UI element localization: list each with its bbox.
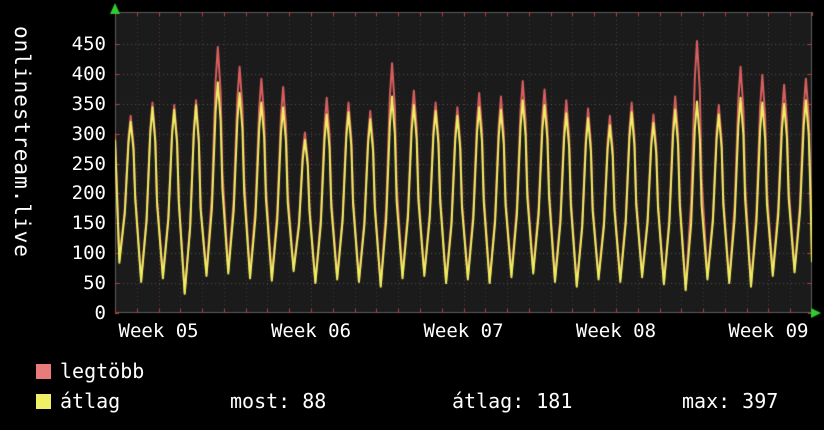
stat-atlag-value: 181 [536,389,573,413]
stat-most-label: most: [230,389,291,413]
stat-max: max: 397 [682,390,778,413]
stat-atlag: átlag: 181 [452,390,572,413]
stat-most-value: 88 [302,389,327,413]
site-watermark: onlinestream.live [10,26,34,258]
stat-max-value: 397 [742,389,779,413]
stat-max-label: max: [682,389,731,413]
legend-label-atlag: átlag [60,389,121,413]
legend-label-legtobb: legtöbb [60,359,145,383]
stat-most: most: 88 [230,390,326,413]
legend-swatch-legtobb [36,364,51,379]
legend-swatch-atlag [36,394,51,409]
stat-atlag-label: átlag: [452,389,525,413]
